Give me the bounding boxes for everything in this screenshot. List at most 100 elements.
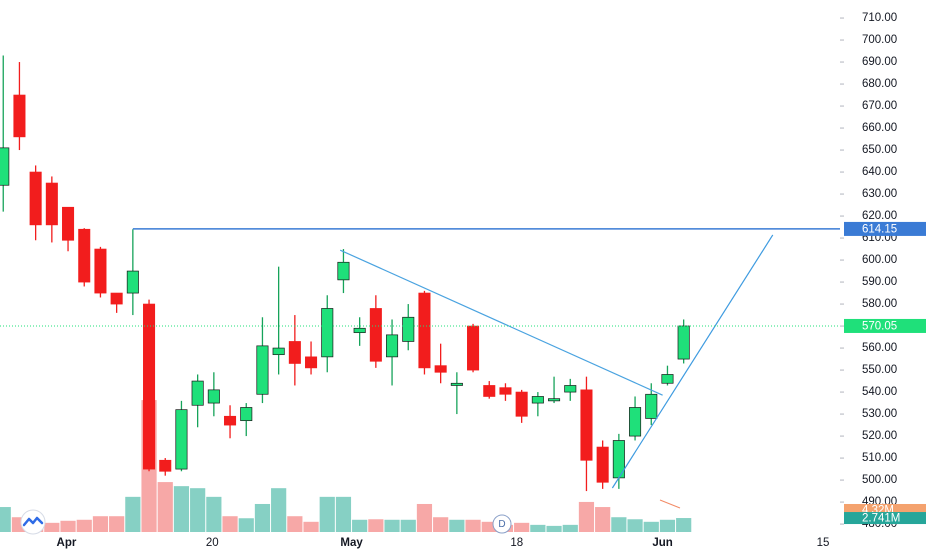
trendline — [611, 234, 774, 489]
candle-body — [434, 365, 447, 373]
volume-bar — [659, 519, 676, 532]
candle-body — [369, 308, 382, 362]
tradingview-logo[interactable] — [20, 509, 46, 535]
y-tick-label: 650.00 — [862, 144, 897, 156]
candle-body — [272, 347, 285, 356]
volume-bar — [125, 496, 141, 532]
candle-body — [548, 398, 561, 402]
trendline — [339, 249, 663, 396]
candle-body — [29, 171, 42, 226]
volume-bar — [449, 519, 465, 532]
y-tick-label: 700.00 — [862, 34, 897, 46]
x-tick-label: 18 — [510, 537, 523, 549]
volume-ma-tail — [659, 499, 681, 509]
candle-body — [256, 345, 269, 395]
volume-bar — [0, 507, 11, 532]
volume-bar — [562, 524, 578, 532]
volume-bar — [368, 519, 384, 532]
volume-bar — [481, 521, 497, 532]
y-tick-label: 560.00 — [862, 342, 897, 354]
y-tick-label: 520.00 — [862, 430, 897, 442]
y-tick-label: 670.00 — [862, 100, 897, 112]
y-tick-label: 510.00 — [862, 452, 897, 464]
volume-bar — [238, 518, 254, 532]
candle-body — [515, 391, 528, 417]
x-tick-label: 20 — [206, 537, 219, 549]
last-price-label: 570.05 — [862, 320, 897, 332]
candle-body — [94, 248, 107, 294]
volume-bar — [254, 503, 271, 532]
candle-body — [531, 396, 544, 404]
volume-bar — [271, 488, 287, 532]
volume-bar — [514, 522, 530, 532]
candle-body — [207, 389, 220, 404]
candle-body — [175, 409, 188, 470]
candle-body — [13, 94, 26, 138]
volume-bar — [190, 488, 206, 532]
volume-bar — [319, 496, 335, 532]
volume-bar — [109, 516, 125, 532]
volume-bar — [222, 516, 238, 532]
volume-bar — [465, 519, 481, 532]
price-pane — [0, 55, 840, 492]
candle-body — [467, 325, 480, 371]
candle-body — [224, 415, 237, 426]
volume-ma-box — [844, 503, 926, 516]
volume-bar — [530, 524, 546, 532]
candle-body — [596, 446, 609, 483]
candle-body — [661, 374, 674, 384]
y-tick-label: 580.00 — [862, 298, 897, 310]
candle-body — [418, 292, 431, 369]
interval-button[interactable]: D — [492, 514, 512, 534]
candle-body — [564, 385, 577, 393]
volume-bar — [595, 507, 611, 532]
x-tick-label: Jun — [652, 537, 672, 549]
volume-bar — [92, 516, 109, 532]
candle-body — [45, 182, 58, 226]
y-tick-label: 640.00 — [862, 166, 897, 178]
y-tick-label: 550.00 — [862, 364, 897, 376]
volume-bar — [335, 496, 352, 532]
candle-body — [110, 292, 123, 305]
candle-body — [159, 459, 172, 472]
x-tick-label: May — [340, 537, 363, 549]
price-axis: 480.00490.00500.00510.00520.00530.00540.… — [840, 12, 926, 530]
volume-bar — [643, 521, 659, 532]
volume-bar — [400, 519, 416, 532]
candle-body — [677, 325, 690, 360]
volume-bar — [173, 486, 190, 532]
x-tick-label: Apr — [57, 537, 77, 549]
candle-body — [0, 147, 10, 186]
volume-ma-label: 4.32M — [862, 505, 894, 517]
candle-body — [62, 206, 75, 241]
volume-bar — [578, 501, 595, 532]
candle-body — [629, 407, 642, 437]
volume-bar — [206, 496, 222, 532]
y-tick-label: 500.00 — [862, 474, 897, 486]
y-tick-label: 630.00 — [862, 188, 897, 200]
candle-body — [499, 387, 512, 395]
volume-bar — [546, 525, 562, 532]
volume-bar — [676, 518, 692, 532]
last-price-box — [844, 318, 926, 333]
y-tick-label: 530.00 — [862, 408, 897, 420]
volume-bar — [416, 503, 433, 532]
volume-bar — [384, 519, 400, 532]
y-tick-label: 710.00 — [862, 12, 897, 24]
volume-bar — [303, 521, 319, 532]
volume-bar — [611, 517, 627, 532]
volume-label: 2.741M — [862, 513, 900, 525]
y-tick-label: 660.00 — [862, 122, 897, 134]
candle-body — [321, 308, 334, 358]
candle-body — [353, 327, 366, 334]
candle-body — [240, 407, 253, 422]
volume-bar — [44, 522, 60, 532]
candle-body — [450, 382, 463, 386]
volume-bar — [60, 520, 76, 532]
candle-body — [78, 228, 91, 283]
volume-bar — [287, 516, 303, 532]
candle-body — [386, 334, 399, 358]
candle-body — [143, 303, 156, 470]
volume-bar — [352, 519, 368, 532]
